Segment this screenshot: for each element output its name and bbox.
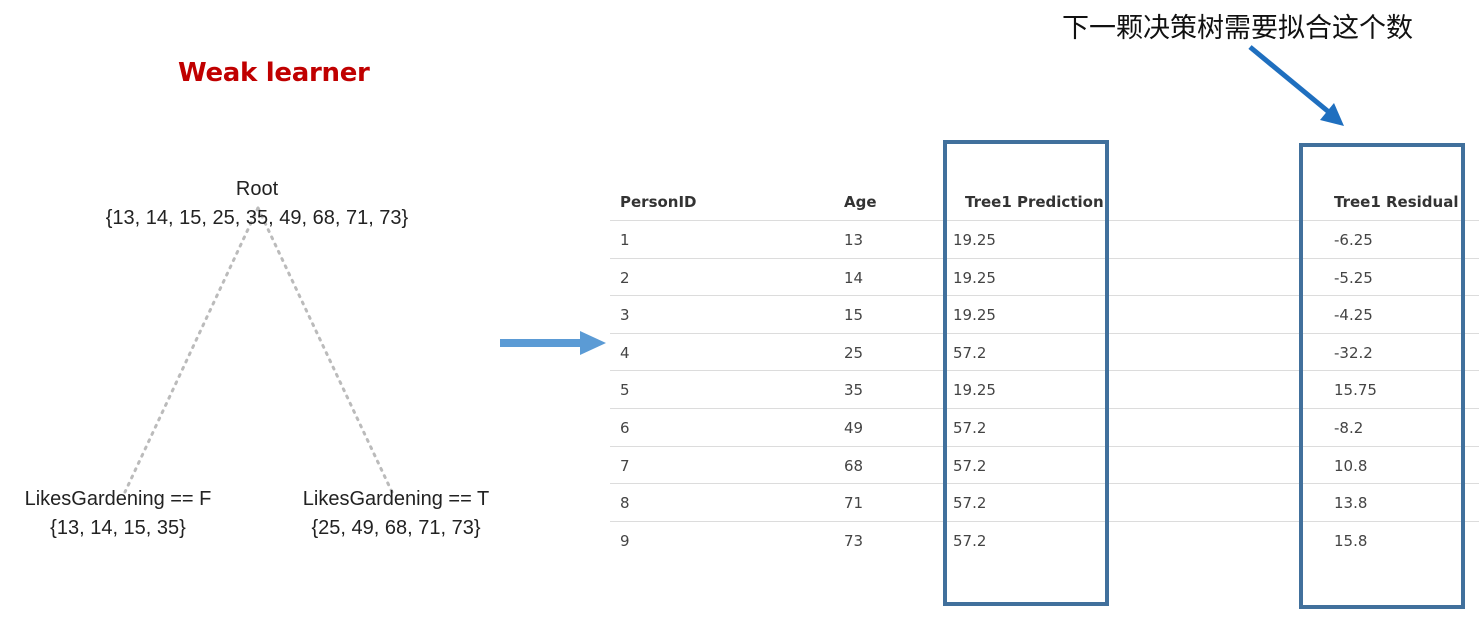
cell-residual: -4.25 bbox=[1334, 306, 1373, 325]
cell-residual: -8.2 bbox=[1334, 419, 1364, 437]
row-divider bbox=[610, 445, 1479, 447]
row-divider bbox=[610, 370, 1479, 372]
cell-residual: 15.75 bbox=[1334, 381, 1377, 400]
tree-left-label: LikesGardening == F bbox=[24, 488, 212, 510]
cell-age: 25 bbox=[844, 343, 864, 362]
cell-residual: -32.2 bbox=[1334, 343, 1373, 362]
flow-arrow bbox=[500, 331, 606, 355]
tree-left-values: {13, 14, 15, 35} bbox=[50, 517, 186, 539]
cell-person-id: 5 bbox=[620, 381, 630, 400]
residual-highlight-box bbox=[1299, 143, 1465, 609]
cell-person-id: 6 bbox=[620, 419, 630, 437]
cell-prediction: 19.25 bbox=[953, 381, 996, 400]
cell-age: 15 bbox=[844, 306, 864, 325]
cell-residual: 15.8 bbox=[1334, 531, 1368, 550]
row-divider bbox=[610, 332, 1479, 334]
cell-person-id: 7 bbox=[620, 456, 630, 475]
annotation-text: 下一颗决策树需要拟合这个数 bbox=[1062, 13, 1413, 44]
header-age: Age bbox=[844, 193, 877, 211]
cell-age: 73 bbox=[844, 531, 864, 550]
row-divider bbox=[610, 408, 1479, 409]
row-divider bbox=[610, 483, 1479, 485]
cell-person-id: 1 bbox=[620, 231, 630, 249]
cell-person-id: 4 bbox=[620, 343, 630, 362]
cell-age: 13 bbox=[844, 231, 864, 249]
cell-age: 49 bbox=[844, 419, 864, 437]
cell-person-id: 8 bbox=[620, 494, 630, 513]
cell-residual: -5.25 bbox=[1334, 268, 1373, 287]
tree-right-values: {25, 49, 68, 71, 73} bbox=[311, 517, 481, 539]
cell-prediction: 19.25 bbox=[953, 231, 996, 249]
cell-prediction: 57.2 bbox=[953, 419, 987, 437]
cell-age: 68 bbox=[844, 456, 864, 475]
cell-person-id: 9 bbox=[620, 531, 630, 550]
row-divider bbox=[610, 220, 1479, 221]
tree-root-label: Root bbox=[235, 178, 279, 200]
cell-prediction: 57.2 bbox=[953, 343, 987, 362]
cell-prediction: 19.25 bbox=[953, 268, 996, 287]
cell-age: 14 bbox=[844, 268, 864, 287]
row-divider bbox=[610, 520, 1479, 522]
tree-root-values: {13, 14, 15, 25, 35, 49, 68, 71, 73} bbox=[105, 207, 409, 229]
cell-residual: 13.8 bbox=[1334, 494, 1368, 513]
cell-prediction: 57.2 bbox=[953, 494, 987, 513]
cell-residual: -6.25 bbox=[1334, 231, 1373, 249]
header-residual: Tree1 Residual bbox=[1334, 193, 1459, 211]
cell-person-id: 3 bbox=[620, 306, 630, 325]
header-person-id: PersonID bbox=[620, 193, 697, 211]
tree-right-label: LikesGardening == T bbox=[302, 488, 490, 510]
prediction-highlight-box bbox=[943, 140, 1109, 606]
cell-residual: 10.8 bbox=[1334, 456, 1368, 475]
cell-person-id: 2 bbox=[620, 268, 630, 287]
cell-prediction: 57.2 bbox=[953, 531, 987, 550]
header-prediction: Tree1 Prediction bbox=[965, 193, 1104, 211]
row-divider bbox=[610, 295, 1479, 297]
row-divider bbox=[610, 257, 1479, 259]
cell-prediction: 19.25 bbox=[953, 306, 996, 325]
cell-prediction: 57.2 bbox=[953, 456, 987, 475]
diagram-title: Weak learner bbox=[178, 58, 370, 88]
cell-age: 35 bbox=[844, 381, 864, 400]
annotation-arrow bbox=[1248, 45, 1344, 126]
cell-age: 71 bbox=[844, 494, 864, 513]
